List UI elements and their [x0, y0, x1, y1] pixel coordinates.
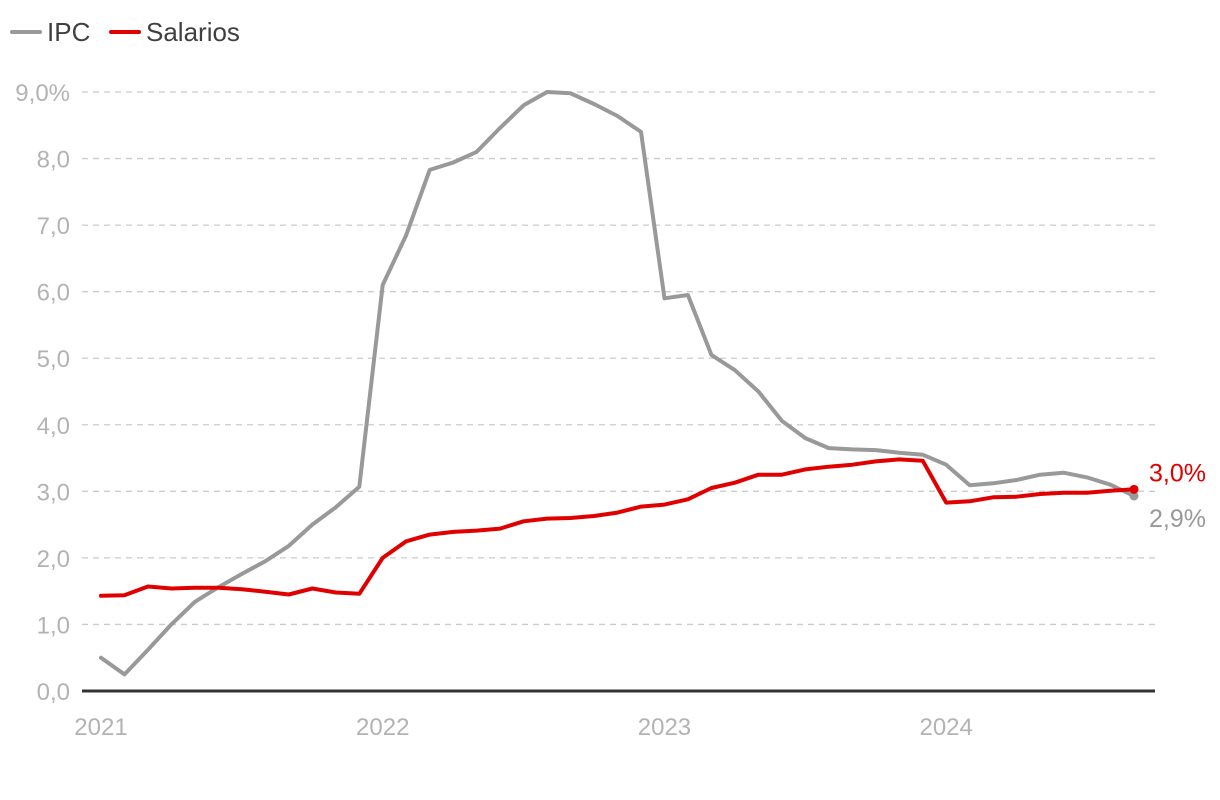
y-tick-label: 7,0: [37, 213, 70, 240]
end-marker-salarios: [1129, 484, 1139, 494]
y-tick-label: 0,0: [37, 679, 70, 706]
y-tick-label: 8,0: [37, 147, 70, 174]
gridlines: [82, 91, 1155, 626]
legend: IPC Salarios: [10, 17, 240, 47]
y-tick-label: 3,0: [37, 479, 70, 506]
y-tick-label: 5,0: [37, 346, 70, 373]
y-tick-label: 2,0: [37, 546, 70, 573]
x-tick-label: 2024: [919, 714, 972, 741]
x-tick-label: 2022: [356, 714, 409, 741]
series-lines: [99, 90, 1136, 677]
end-markers: 2,9% 3,0%: [1129, 459, 1206, 533]
end-label-salarios: 3,0%: [1149, 459, 1206, 487]
x-tick-label: 2023: [638, 714, 691, 741]
end-label-ipc: 2,9%: [1149, 505, 1206, 533]
end-marker-ipc: [1129, 491, 1139, 501]
legend-salarios-label: Salarios: [146, 17, 240, 47]
series-line-ipc: [99, 90, 1136, 677]
x-tick-label: 2021: [74, 714, 127, 741]
y-axis-tick-labels: 0,0 1,0 2,0 3,0 4,0 5,0 6,0 7,0 8,0 9,0%: [15, 80, 70, 706]
legend-ipc-label: IPC: [47, 17, 90, 47]
y-tick-label: 6,0: [37, 280, 70, 307]
y-tick-label: 9,0%: [15, 80, 70, 107]
series-line-salarios: [99, 457, 1136, 598]
x-axis-tick-labels: 2021 2022 2023 2024: [74, 714, 973, 741]
y-tick-label: 1,0: [37, 612, 70, 639]
y-tick-label: 4,0: [37, 413, 70, 440]
